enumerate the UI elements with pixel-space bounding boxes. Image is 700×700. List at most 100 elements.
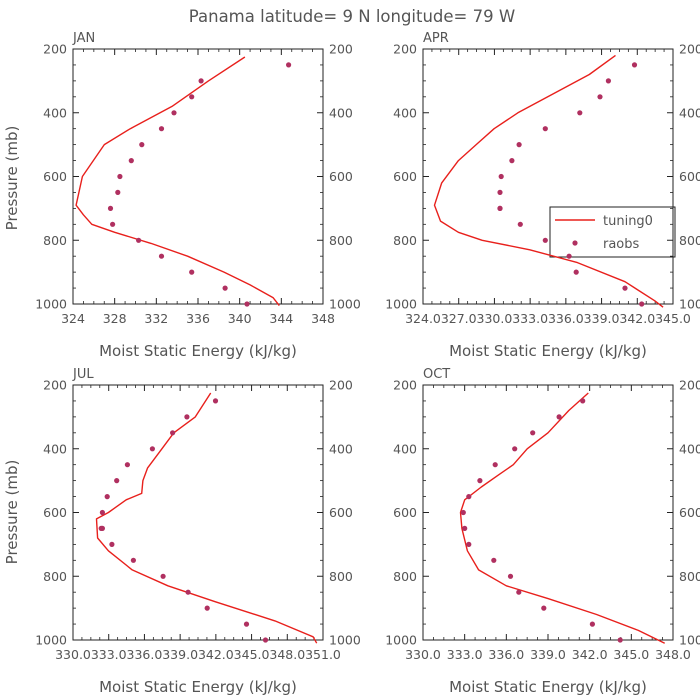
y-tick-label-right: 1000 — [329, 633, 361, 648]
x-tick-label: 336 — [186, 311, 210, 326]
x-tick-label: 328 — [103, 311, 127, 326]
data-point-raobs — [149, 446, 155, 452]
data-point-raobs — [622, 285, 628, 291]
data-point-raobs — [509, 158, 515, 164]
series-line-tuning0 — [459, 392, 666, 644]
data-point-raobs — [222, 285, 228, 291]
y-axis-label: Pressure (mb) — [3, 126, 21, 231]
data-point-raobs — [99, 509, 105, 516]
y-tick-label-left: 400 — [393, 441, 417, 456]
x-tick-label: 324 — [61, 311, 85, 326]
svg-text:Pressure (mb): Pressure (mb) — [3, 126, 21, 231]
panel-title: JUL — [72, 367, 94, 382]
data-point-raobs — [462, 525, 468, 532]
x-tick-label: 333.0 — [91, 647, 127, 662]
x-tick-label: 330.0 — [477, 311, 513, 326]
y-tick-label-right: 200 — [329, 42, 353, 57]
x-axis-label: Moist Static Energy (kJ/kg) — [99, 678, 297, 696]
y-tick-label-left: 800 — [393, 233, 417, 248]
y-tick-label-left: 800 — [393, 569, 417, 584]
data-point-raobs — [477, 478, 483, 484]
panel-jan: JAN Pressure (mb) Moist Static Energy (k… — [3, 31, 361, 360]
data-point-raobs — [497, 205, 503, 211]
data-point-raobs — [114, 478, 120, 484]
y-tick-label-right: 400 — [329, 105, 353, 120]
data-point-raobs — [104, 494, 110, 500]
data-point-raobs — [139, 142, 145, 148]
data-point-raobs — [566, 253, 572, 259]
y-tick-label-left: 1000 — [35, 633, 67, 648]
data-point-raobs — [589, 621, 596, 627]
x-tick-label: 336.0 — [548, 311, 584, 326]
data-point-raobs — [466, 494, 472, 500]
x-tick-label: 345.0 — [234, 647, 270, 662]
data-point-raobs — [184, 414, 190, 420]
data-point-raobs — [617, 637, 623, 643]
data-point-raobs — [170, 430, 176, 436]
data-point-raobs — [189, 94, 195, 100]
data-point-raobs — [507, 573, 514, 579]
data-point-raobs — [160, 573, 166, 579]
x-tick-label: 332 — [144, 311, 168, 326]
data-point-raobs — [124, 462, 130, 468]
y-tick-label-left: 800 — [43, 569, 67, 584]
y-tick-label-left: 200 — [393, 42, 417, 57]
y-tick-label-right: 800 — [329, 569, 353, 584]
data-point-raobs — [158, 126, 165, 132]
y-tick-label-left: 1000 — [385, 633, 417, 648]
data-point-raobs — [204, 605, 210, 611]
x-axis-label: Moist Static Energy (kJ/kg) — [99, 342, 297, 360]
y-tick-label-right: 200 — [679, 42, 700, 57]
panel-title: APR — [423, 31, 449, 46]
panel-oct: OCT Moist Static Energy (kJ/kg) 330.0 333… — [385, 367, 700, 696]
data-point-raobs — [631, 62, 638, 68]
series-line-tuning0 — [95, 392, 318, 644]
x-tick-label: 330.0 — [55, 647, 91, 662]
panel-title: OCT — [423, 367, 450, 382]
data-point-raobs — [99, 525, 105, 532]
plot-frame — [72, 48, 324, 305]
x-tick-label: 327.0 — [441, 311, 477, 326]
data-point-raobs — [286, 62, 292, 68]
x-tick-label: 345.0 — [655, 311, 691, 326]
data-point-raobs — [128, 158, 134, 164]
x-tick-label: 348 — [311, 311, 335, 326]
legend-label-raobs: raobs — [603, 237, 640, 252]
figure-title: Panama latitude= 9 N longitude= 79 W — [189, 7, 515, 26]
y-tick-label-right: 800 — [679, 233, 700, 248]
y-tick-label-left: 600 — [43, 169, 67, 184]
data-point-raobs — [542, 126, 548, 132]
plot-frame — [422, 48, 674, 305]
data-point-raobs — [109, 541, 115, 548]
data-point-raobs — [498, 173, 504, 180]
data-point-raobs — [556, 414, 562, 420]
series-line-tuning0 — [75, 56, 280, 307]
y-tick-label-right: 600 — [329, 505, 353, 520]
y-tick-label-right: 400 — [329, 441, 353, 456]
x-axis-label: Moist Static Energy (kJ/kg) — [449, 342, 647, 360]
y-tick-label-left: 600 — [43, 505, 67, 520]
legend: tuning0 raobs — [549, 206, 676, 258]
y-tick-label-left: 600 — [393, 505, 417, 520]
x-tick-label: 330.0 — [405, 647, 441, 662]
y-tick-label-right: 600 — [679, 505, 700, 520]
x-tick-label: 333.0 — [447, 647, 483, 662]
x-tick-label: 342.0 — [619, 311, 655, 326]
y-tick-label-left: 200 — [43, 42, 67, 57]
data-point-raobs — [605, 78, 612, 84]
x-tick-label: 340 — [228, 311, 252, 326]
y-tick-label-left: 400 — [393, 105, 417, 120]
x-tick-label: 348.0 — [655, 647, 691, 662]
data-point-raobs — [497, 189, 503, 195]
data-point-raobs — [517, 221, 523, 227]
data-point-raobs — [262, 637, 269, 643]
x-tick-label: 344 — [269, 311, 293, 326]
panel-title: JAN — [72, 31, 95, 46]
data-point-raobs — [512, 446, 518, 452]
data-point-raobs — [516, 142, 522, 148]
y-tick-label-right: 1000 — [679, 297, 700, 312]
data-point-raobs — [198, 78, 204, 84]
panel-apr: APR Moist Static Energy (kJ/kg) tuning0 … — [385, 31, 700, 360]
data-point-raobs — [597, 94, 603, 100]
x-tick-label: 339.0 — [530, 647, 566, 662]
